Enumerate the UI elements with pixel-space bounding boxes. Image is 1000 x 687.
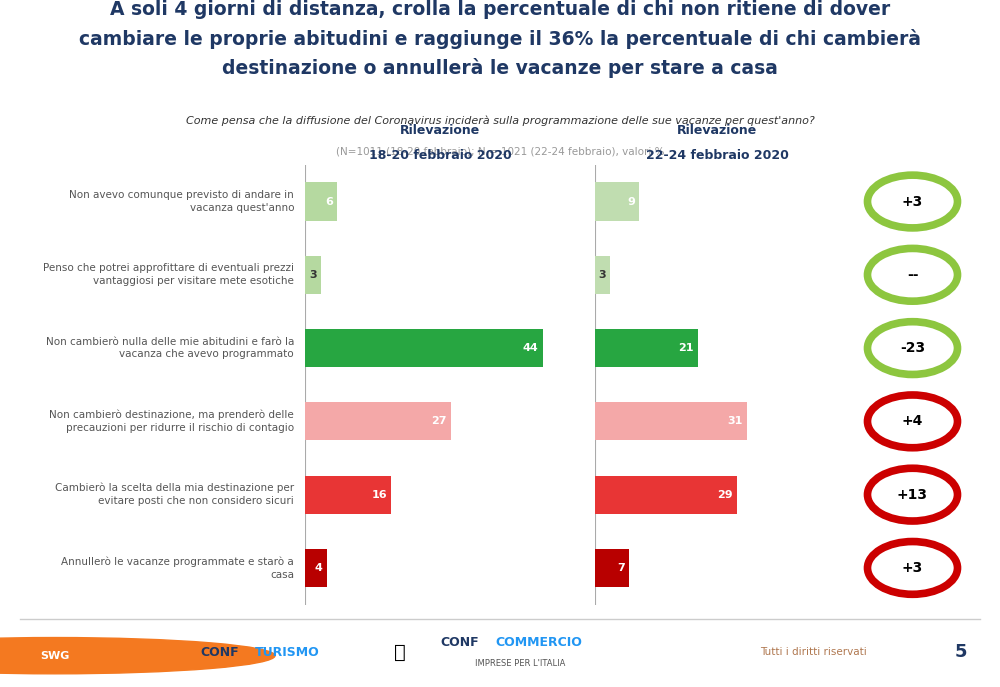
Circle shape: [0, 638, 275, 674]
Text: 5: 5: [955, 643, 968, 662]
Text: 3: 3: [598, 270, 606, 280]
Text: (N=1011 (18-20 febbraio); N = 1021 (22-24 febbraio), valori %: (N=1011 (18-20 febbraio); N = 1021 (22-2…: [336, 146, 664, 156]
Text: 6: 6: [325, 196, 333, 207]
Text: 9: 9: [627, 196, 635, 207]
Text: Penso che potrei approfittare di eventuali prezzi
vantaggiosi per visitare mete : Penso che potrei approfittare di eventua…: [43, 263, 294, 286]
Text: Rilevazione: Rilevazione: [400, 124, 480, 137]
Bar: [305, 256, 321, 294]
Text: A soli 4 giorni di distanza, crolla la percentuale di chi non ritiene di dover
c: A soli 4 giorni di distanza, crolla la p…: [79, 0, 921, 78]
Text: Non avevo comunque previsto di andare in
vacanza quest'anno: Non avevo comunque previsto di andare in…: [69, 190, 294, 213]
Text: SWG: SWG: [40, 651, 70, 661]
Text: Tutti i diritti riservati: Tutti i diritti riservati: [760, 647, 867, 657]
Text: CONF: CONF: [200, 646, 239, 659]
Bar: [595, 475, 737, 514]
Text: 7: 7: [618, 563, 625, 573]
Text: 16: 16: [371, 490, 387, 499]
Text: 27: 27: [431, 416, 446, 427]
Text: 🦅: 🦅: [394, 643, 406, 662]
Text: 3: 3: [309, 270, 317, 280]
Text: 18-20 febbraio 2020: 18-20 febbraio 2020: [369, 150, 511, 162]
Text: +13: +13: [897, 488, 928, 502]
Text: 31: 31: [728, 416, 743, 427]
Text: Cambierò la scelta della mia destinazione per
evitare posti che non considero si: Cambierò la scelta della mia destinazion…: [55, 483, 294, 506]
Text: 21: 21: [678, 343, 694, 353]
Text: COMMERCIO: COMMERCIO: [495, 636, 582, 649]
Bar: [305, 475, 391, 514]
Bar: [305, 403, 451, 440]
Text: +3: +3: [902, 194, 923, 209]
Text: --: --: [907, 268, 918, 282]
Text: 44: 44: [523, 343, 538, 353]
Bar: [595, 549, 629, 587]
Text: Rilevazione: Rilevazione: [677, 124, 758, 137]
Text: Non cambierò nulla delle mie abitudini e farò la
vacanza che avevo programmato: Non cambierò nulla delle mie abitudini e…: [46, 337, 294, 359]
Circle shape: [868, 469, 958, 521]
Text: IMPRESE PER L'ITALIA: IMPRESE PER L'ITALIA: [475, 660, 565, 668]
Bar: [305, 183, 337, 221]
Circle shape: [868, 395, 958, 448]
Text: CONF: CONF: [440, 636, 479, 649]
Text: 29: 29: [718, 490, 733, 499]
Text: 4: 4: [314, 563, 322, 573]
Text: Come pensa che la diffusione del Coronavirus inciderà sulla programmazione delle: Come pensa che la diffusione del Coronav…: [186, 115, 814, 126]
Bar: [305, 329, 543, 367]
Text: -23: -23: [900, 341, 925, 355]
Text: TURISMO: TURISMO: [255, 646, 320, 659]
Bar: [595, 183, 639, 221]
Circle shape: [868, 322, 958, 374]
Circle shape: [868, 175, 958, 228]
Bar: [595, 256, 610, 294]
Text: Non cambierò destinazione, ma prenderò delle
precauzioni per ridurre il rischio : Non cambierò destinazione, ma prenderò d…: [49, 409, 294, 433]
Text: +4: +4: [902, 414, 923, 429]
Text: 22-24 febbraio 2020: 22-24 febbraio 2020: [646, 150, 789, 162]
Circle shape: [868, 541, 958, 594]
Bar: [305, 549, 327, 587]
Bar: [595, 329, 698, 367]
Text: +3: +3: [902, 561, 923, 575]
Circle shape: [868, 249, 958, 301]
Bar: [595, 403, 747, 440]
Text: Annullerò le vacanze programmate e starò a
casa: Annullerò le vacanze programmate e starò…: [61, 556, 294, 580]
